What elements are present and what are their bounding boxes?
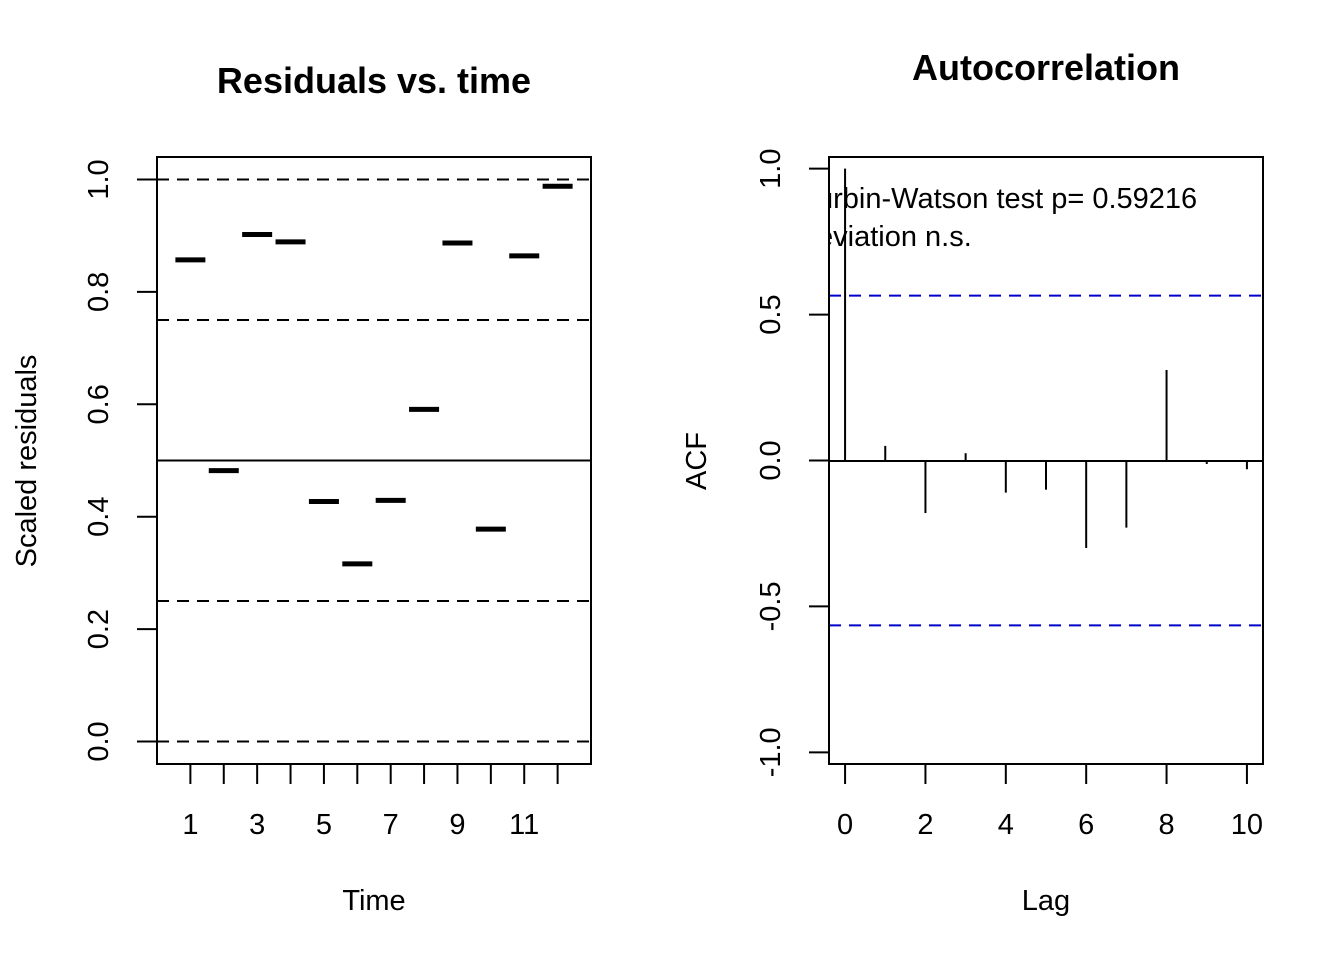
residuals-points — [175, 183, 573, 567]
acf-bars — [844, 168, 1248, 549]
residuals-y-tick-label: 0.6 — [83, 384, 115, 424]
acf-annotation-dw-test: urbin-Watson test p= 0.59216 — [817, 183, 1197, 215]
acf-y-label: ACF — [681, 432, 713, 490]
acf-title: Autocorrelation — [912, 47, 1180, 88]
residuals-y-tick-label: 0.4 — [83, 497, 115, 537]
acf-y-tick-label: 0.5 — [755, 294, 787, 334]
residuals-y-tick-label: 1.0 — [83, 159, 115, 199]
residuals-x-tick-label: 11 — [509, 809, 539, 841]
residuals-panel: Residuals vs. time Time Scaled residuals… — [11, 60, 592, 917]
residuals-y-tick-label: 0.0 — [83, 721, 115, 761]
acf-x-tick-label: 10 — [1231, 809, 1263, 841]
residuals-y-label: Scaled residuals — [11, 355, 43, 568]
acf-y-tick-label: -0.5 — [755, 581, 787, 631]
acf-y-tick-label: 0.0 — [755, 440, 787, 480]
acf-y-tick-label: -1.0 — [755, 727, 787, 777]
acf-x-tick-label: 8 — [1158, 809, 1174, 841]
residuals-x-label: Time — [342, 885, 405, 917]
residuals-x-ticks: 1 3 5 7 9 11 — [182, 764, 559, 841]
acf-x-tick-label: 4 — [998, 809, 1014, 841]
residuals-y-ticks: 0.0 0.2 0.4 0.6 0.8 1.0 — [83, 159, 157, 762]
residuals-reference-lines — [157, 178, 591, 743]
acf-y-tick-label: 1.0 — [755, 149, 787, 189]
residuals-plot-frame — [156, 156, 592, 765]
acf-x-tick-label: 6 — [1078, 809, 1094, 841]
acf-y-ticks: -1.0 -0.5 0.0 0.5 1.0 — [755, 149, 829, 777]
acf-plot-frame — [828, 156, 1264, 765]
residuals-x-tick-label: 5 — [316, 809, 332, 841]
acf-panel: Autocorrelation Lag ACF urbin-Watson tes… — [681, 47, 1264, 917]
acf-x-ticks: 0 2 4 6 8 10 — [837, 764, 1263, 841]
residuals-x-tick-label: 9 — [449, 809, 465, 841]
residuals-x-tick-label: 3 — [249, 809, 265, 841]
acf-x-tick-label: 2 — [917, 809, 933, 841]
acf-plot-area: urbin-Watson test p= 0.59216 eviation n.… — [817, 168, 1263, 627]
acf-x-tick-label: 0 — [837, 809, 853, 841]
residuals-y-tick-label: 0.8 — [83, 272, 115, 312]
residuals-x-tick-label: 7 — [383, 809, 399, 841]
residuals-x-tick-label: 1 — [182, 809, 198, 841]
residuals-title: Residuals vs. time — [217, 60, 531, 101]
residuals-y-tick-label: 0.2 — [83, 609, 115, 649]
acf-x-label: Lag — [1022, 885, 1070, 917]
acf-confidence-bounds — [829, 294, 1263, 627]
acf-annotation-deviation: eviation n.s. — [817, 221, 972, 253]
